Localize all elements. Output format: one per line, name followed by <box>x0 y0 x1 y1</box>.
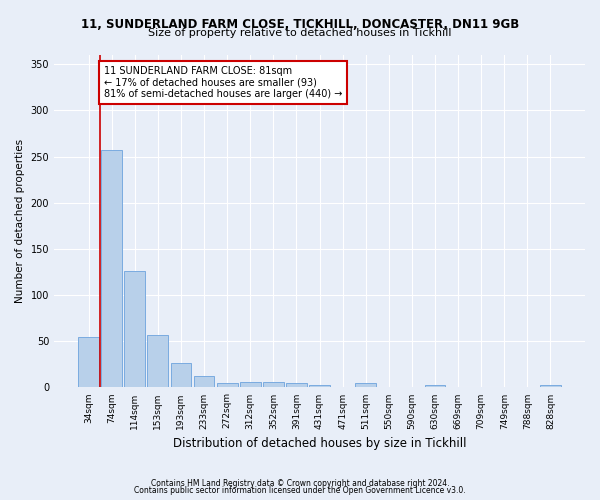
Bar <box>194 376 214 388</box>
Bar <box>425 384 445 388</box>
Text: Contains HM Land Registry data © Crown copyright and database right 2024.: Contains HM Land Registry data © Crown c… <box>151 478 449 488</box>
Text: Contains public sector information licensed under the Open Government Licence v3: Contains public sector information licen… <box>134 486 466 495</box>
Bar <box>124 271 145 388</box>
Bar <box>355 383 376 388</box>
Text: Size of property relative to detached houses in Tickhill: Size of property relative to detached ho… <box>148 28 452 38</box>
Bar <box>540 384 561 388</box>
X-axis label: Distribution of detached houses by size in Tickhill: Distribution of detached houses by size … <box>173 437 466 450</box>
Bar <box>148 335 168 388</box>
Y-axis label: Number of detached properties: Number of detached properties <box>15 139 25 304</box>
Text: 11 SUNDERLAND FARM CLOSE: 81sqm
← 17% of detached houses are smaller (93)
81% of: 11 SUNDERLAND FARM CLOSE: 81sqm ← 17% of… <box>104 66 342 100</box>
Bar <box>240 382 260 388</box>
Bar <box>101 150 122 388</box>
Bar <box>309 384 330 388</box>
Text: 11, SUNDERLAND FARM CLOSE, TICKHILL, DONCASTER, DN11 9GB: 11, SUNDERLAND FARM CLOSE, TICKHILL, DON… <box>81 18 519 30</box>
Bar <box>217 383 238 388</box>
Bar <box>263 382 284 388</box>
Bar <box>286 383 307 388</box>
Bar <box>78 336 99 388</box>
Bar <box>170 364 191 388</box>
